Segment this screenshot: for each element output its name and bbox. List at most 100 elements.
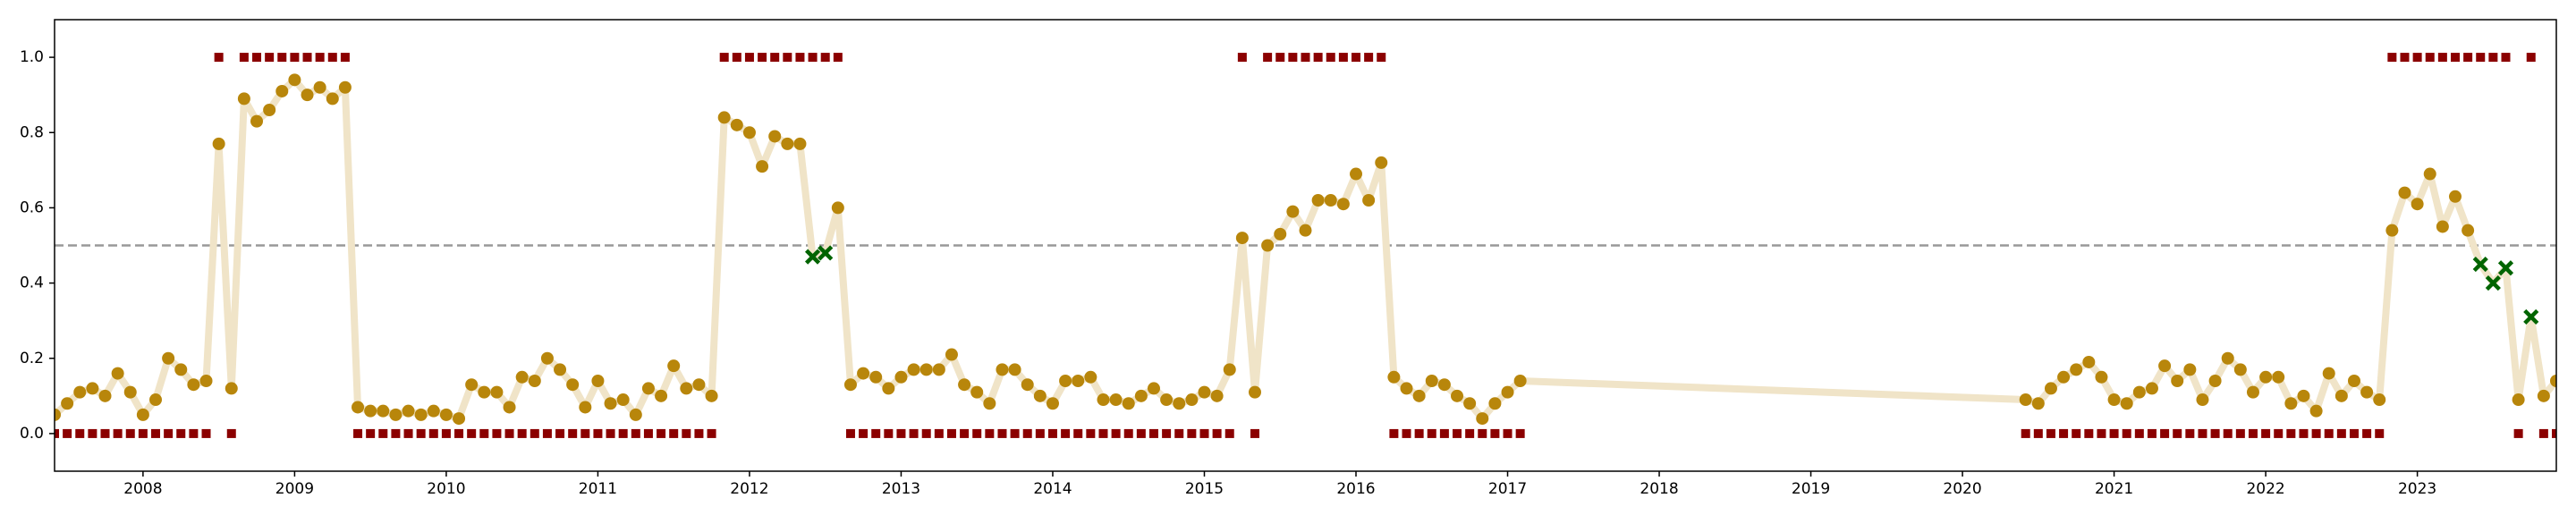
state-marker — [758, 53, 767, 63]
state-marker — [2210, 428, 2220, 438]
probability-point — [1173, 397, 1186, 410]
probability-point — [2284, 397, 2298, 410]
probability-point — [667, 359, 681, 373]
state-marker — [871, 428, 881, 438]
state-marker — [593, 428, 603, 438]
y-tick-label: 0.6 — [20, 198, 44, 216]
state-marker — [2248, 428, 2258, 438]
state-marker — [517, 428, 527, 438]
probability-point — [1084, 370, 1097, 384]
probability-point — [326, 92, 339, 106]
probability-point — [2334, 389, 2348, 402]
probability-point — [629, 408, 642, 421]
state-marker — [327, 53, 337, 63]
state-marker — [744, 53, 754, 63]
state-marker — [201, 428, 211, 438]
state-marker — [1301, 53, 1310, 63]
probability-point — [2373, 393, 2386, 407]
state-marker — [226, 428, 236, 438]
probability-point — [1362, 194, 1376, 207]
state-marker — [530, 428, 539, 438]
probability-point — [882, 382, 895, 395]
state-marker — [100, 428, 110, 438]
probability-point — [61, 397, 74, 410]
probability-point — [2208, 375, 2222, 387]
x-tick-label: 2011 — [579, 480, 617, 498]
state-marker — [1212, 428, 1222, 438]
probability-point — [591, 375, 605, 387]
probability-point — [2031, 397, 2045, 410]
state-marker — [1162, 428, 1172, 438]
state-marker — [694, 428, 704, 438]
probability-point — [857, 367, 870, 380]
x-tick-label: 2023 — [2398, 480, 2436, 498]
state-marker — [1414, 428, 1424, 438]
state-marker — [277, 53, 287, 63]
probability-point — [1350, 167, 1363, 181]
probability-point — [2145, 382, 2158, 395]
state-marker — [555, 428, 565, 438]
state-marker — [972, 428, 982, 438]
probability-point — [958, 378, 971, 392]
state-marker — [252, 53, 262, 63]
probability-point — [1008, 363, 1021, 376]
state-marker — [176, 428, 186, 438]
probability-point — [111, 367, 124, 380]
state-marker — [1098, 428, 1108, 438]
state-marker — [1111, 428, 1121, 438]
state-marker — [2437, 53, 2447, 63]
state-marker — [467, 428, 477, 438]
x-tick-label: 2012 — [730, 480, 768, 498]
state-marker — [921, 428, 931, 438]
x-tick-label: 2020 — [1943, 480, 1981, 498]
probability-point — [250, 114, 264, 128]
probability-point — [1210, 389, 1224, 402]
state-marker — [428, 428, 438, 438]
state-marker — [682, 428, 691, 438]
probability-point — [831, 201, 844, 215]
state-marker — [1022, 428, 1032, 438]
probability-point — [680, 382, 693, 395]
x-tick-label: 2014 — [1033, 480, 1072, 498]
probability-point — [237, 92, 250, 106]
probability-point — [2309, 404, 2323, 418]
state-marker — [631, 428, 640, 438]
probability-point — [453, 412, 466, 426]
probability-point — [1286, 205, 1300, 218]
probability-point — [2082, 355, 2096, 368]
state-marker — [1338, 53, 1348, 63]
state-marker — [2021, 428, 2030, 438]
state-marker — [113, 428, 123, 438]
probability-point — [692, 378, 706, 392]
state-marker — [189, 428, 199, 438]
state-marker — [2450, 53, 2460, 63]
probability-point — [2107, 393, 2121, 407]
state-marker — [55, 428, 59, 438]
probability-point — [377, 404, 390, 418]
state-marker — [1035, 428, 1045, 438]
state-marker — [960, 428, 970, 438]
state-marker — [454, 428, 464, 438]
state-marker — [1352, 53, 1361, 63]
state-marker — [808, 53, 818, 63]
probability-point — [768, 130, 782, 143]
probability-point — [86, 382, 99, 395]
state-marker — [2084, 428, 2094, 438]
state-marker — [2223, 428, 2233, 438]
state-marker — [1061, 428, 1071, 438]
probability-point — [212, 137, 225, 150]
x-tick-label: 2015 — [1185, 480, 1224, 498]
probability-point — [136, 408, 149, 421]
state-marker — [1047, 428, 1057, 438]
probability-point — [2411, 198, 2424, 211]
state-marker — [2097, 428, 2106, 438]
y-tick-label: 1.0 — [20, 48, 44, 66]
probability-point — [2462, 224, 2475, 237]
probability-point — [2347, 375, 2360, 387]
state-marker — [542, 428, 552, 438]
state-marker — [946, 428, 956, 438]
state-marker — [290, 53, 300, 63]
probability-point — [641, 382, 655, 395]
state-marker — [2387, 53, 2397, 63]
probability-point — [1501, 385, 1514, 399]
